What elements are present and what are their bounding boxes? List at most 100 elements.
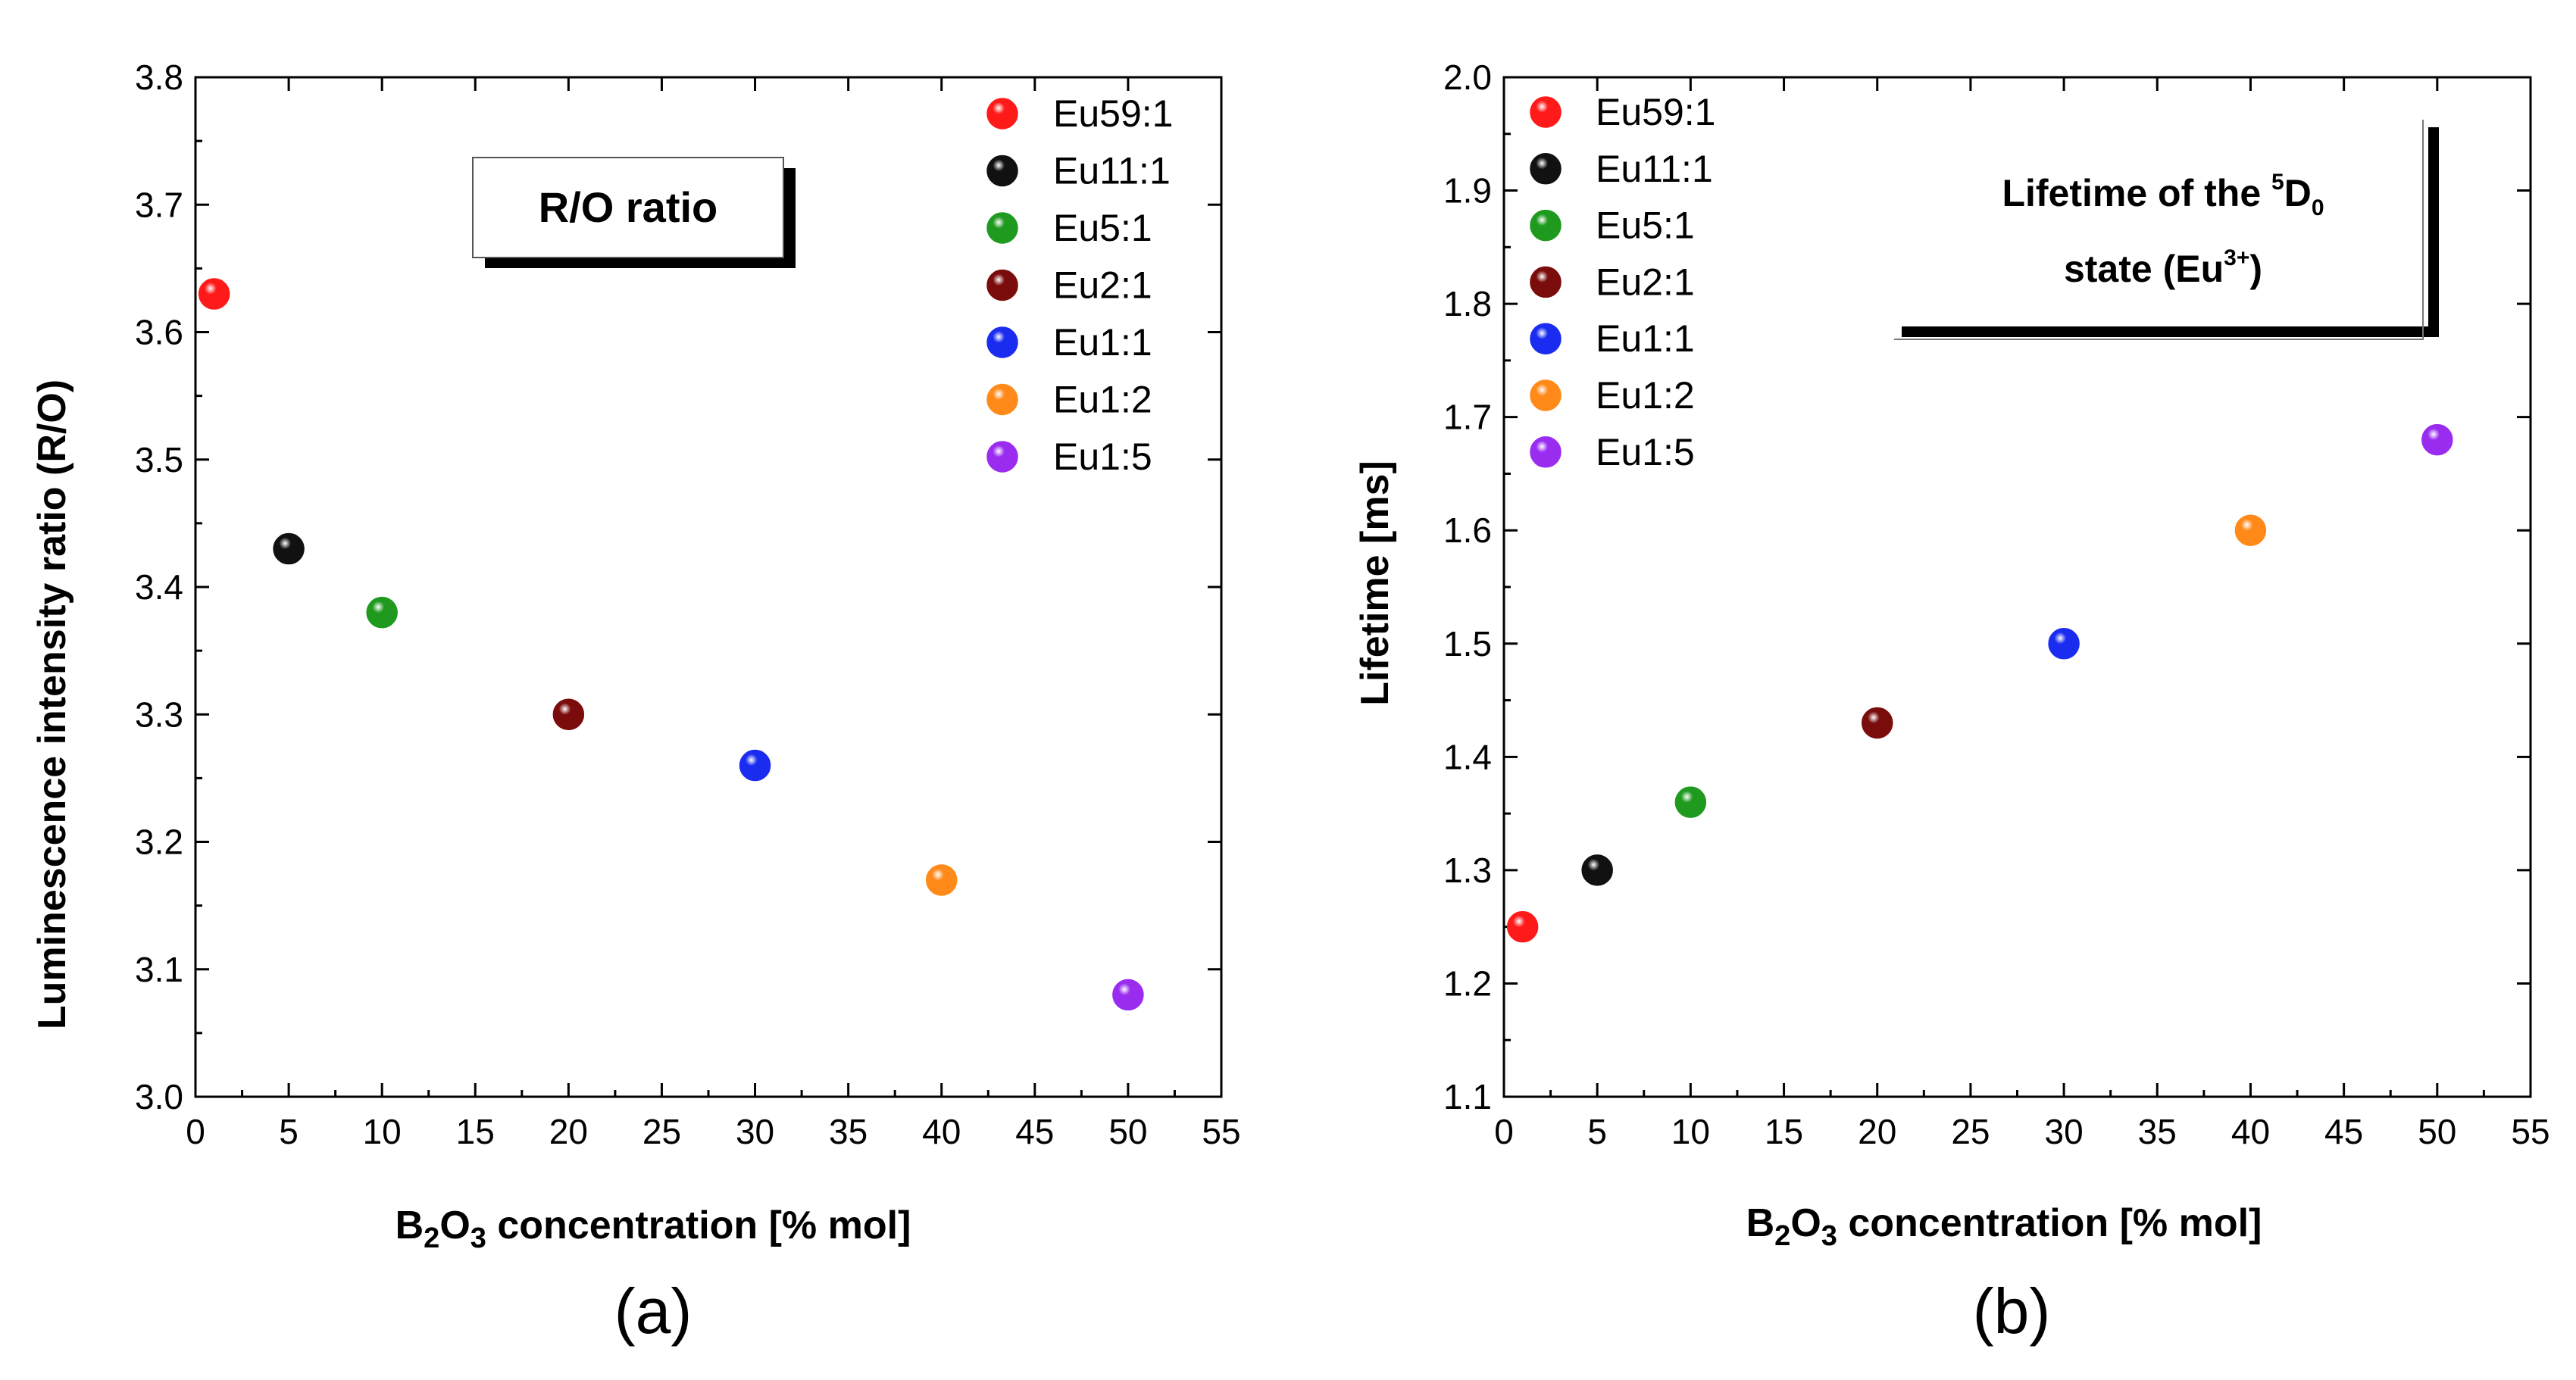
y-axis-title-b: Lifetime [ms] bbox=[1353, 461, 1397, 706]
legend-marker-b bbox=[1530, 96, 1562, 128]
legend-label-b: Eu1:2 bbox=[1596, 374, 1695, 417]
annotation-box-a: R/O ratio bbox=[472, 157, 796, 268]
chart-panel-b: 0 5 10 15 20 25 30 35 40 45 50 55 1.1 1.2 1.3 1.4 1.5 1.6… bbox=[1353, 58, 2550, 1347]
y-tick-label-a: 3.7 bbox=[135, 185, 183, 224]
legend-label-b: Eu1:1 bbox=[1596, 317, 1695, 360]
legend-label-b: Eu11:1 bbox=[1596, 148, 1713, 190]
legend-marker-a bbox=[986, 212, 1018, 244]
x-tick-label-b: 30 bbox=[2045, 1112, 2084, 1151]
legend-label-b: Eu5:1 bbox=[1596, 205, 1695, 247]
data-point-a-eu59-1 bbox=[198, 278, 230, 310]
y-tick-label-b: 2.0 bbox=[1443, 58, 1492, 97]
x-tick-label-b: 45 bbox=[2324, 1112, 2363, 1151]
x-tick-label-a: 20 bbox=[549, 1112, 588, 1151]
y-tick-label-a: 3.8 bbox=[135, 58, 183, 97]
panel-label-b: (b) bbox=[1973, 1275, 2051, 1347]
x-tick-label-b: 10 bbox=[1671, 1112, 1710, 1151]
legend-label-a: Eu1:5 bbox=[1053, 436, 1152, 478]
y-tick-label-b: 1.1 bbox=[1443, 1077, 1492, 1116]
data-point-b-eu59-1 bbox=[1506, 910, 1539, 943]
data-point-a-eu11-1 bbox=[273, 532, 305, 565]
y-tick-label-a: 3.5 bbox=[135, 440, 183, 479]
y-tick-label-b: 1.4 bbox=[1443, 737, 1492, 776]
y-tick-label-b: 1.7 bbox=[1443, 398, 1492, 437]
y-tick-label-b: 1.9 bbox=[1443, 171, 1492, 211]
x-tick-label-a: 40 bbox=[922, 1112, 961, 1151]
legend-marker-a bbox=[986, 383, 1018, 416]
plot-area-a: 0 5 10 15 20 25 30 35 40 45 50 55 3.0 3.1 3.2 3.3 3.4 3.5… bbox=[135, 58, 1241, 1151]
data-point-a-eu5-1 bbox=[366, 596, 398, 629]
x-tick-label-b: 20 bbox=[1858, 1112, 1896, 1151]
annotation-frame-b bbox=[1894, 120, 2424, 340]
legend-label-b: Eu59:1 bbox=[1596, 91, 1715, 133]
x-axis-title-b: B2O3 concentration [% mol] bbox=[1746, 1201, 2262, 1252]
x-tick-label-a: 15 bbox=[456, 1112, 495, 1151]
y-tick-label-a: 3.4 bbox=[135, 567, 183, 607]
legend-label-a: Eu2:1 bbox=[1053, 264, 1152, 307]
legend-label-a: Eu1:2 bbox=[1053, 379, 1152, 421]
legend-label-b: Eu1:5 bbox=[1596, 431, 1695, 473]
legend-marker-b bbox=[1530, 436, 1562, 468]
x-tick-label-a: 35 bbox=[829, 1112, 868, 1151]
x-tick-label-b: 5 bbox=[1587, 1112, 1607, 1151]
x-tick-label-b: 55 bbox=[2511, 1112, 2549, 1151]
x-tick-label-a: 5 bbox=[279, 1112, 299, 1151]
x-tick-label-a: 50 bbox=[1108, 1112, 1147, 1151]
x-tick-label-a: 0 bbox=[186, 1112, 205, 1151]
panel-label-a: (a) bbox=[614, 1275, 692, 1347]
legend-label-a: Eu1:1 bbox=[1053, 321, 1152, 364]
x-tick-label-b: 25 bbox=[1951, 1112, 1990, 1151]
y-tick-label-a: 3.1 bbox=[135, 950, 183, 989]
legend-marker-a bbox=[986, 326, 1018, 358]
legend-marker-a bbox=[986, 441, 1018, 473]
legend-marker-b bbox=[1530, 379, 1562, 411]
legend-marker-a bbox=[986, 269, 1018, 301]
data-point-b-eu2-1 bbox=[1861, 707, 1893, 739]
legend-marker-b bbox=[1530, 266, 1562, 298]
data-point-a-eu1-5 bbox=[1112, 979, 1144, 1011]
x-tick-label-a: 25 bbox=[642, 1112, 681, 1151]
legend-marker-a bbox=[986, 98, 1018, 130]
data-point-a-eu2-1 bbox=[552, 698, 585, 730]
data-point-b-eu11-1 bbox=[1581, 854, 1613, 886]
y-tick-label-b: 1.2 bbox=[1443, 963, 1492, 1003]
y-tick-label-b: 1.6 bbox=[1443, 510, 1492, 550]
legend-label-a: Eu11:1 bbox=[1053, 150, 1171, 192]
legend-label-b: Eu2:1 bbox=[1596, 261, 1695, 303]
legend-marker-b bbox=[1530, 209, 1562, 242]
x-tick-label-a: 10 bbox=[363, 1112, 402, 1151]
data-point-b-eu1-1 bbox=[2048, 628, 2080, 660]
annotation-box-b: Lifetime of the 5D0 state (Eu3+) bbox=[1894, 120, 2439, 340]
plot-area-b: 0 5 10 15 20 25 30 35 40 45 50 55 1.1 1.2 1.3 1.4 1.5 1.6… bbox=[1443, 58, 2550, 1151]
legend-label-a: Eu59:1 bbox=[1053, 92, 1173, 135]
x-axis-title-a: B2O3 concentration [% mol] bbox=[395, 1204, 911, 1254]
legend-marker-b bbox=[1530, 153, 1562, 185]
x-tick-label-a: 30 bbox=[736, 1112, 774, 1151]
x-tick-label-b: 15 bbox=[1765, 1112, 1803, 1151]
y-tick-label-a: 3.6 bbox=[135, 313, 183, 352]
data-point-a-eu1-2 bbox=[925, 864, 958, 896]
x-tick-label-a: 45 bbox=[1015, 1112, 1054, 1151]
y-tick-label-b: 1.3 bbox=[1443, 851, 1492, 890]
x-tick-label-b: 40 bbox=[2231, 1112, 2270, 1151]
annotation-line1-b: Lifetime of the 5D0 bbox=[2002, 170, 2324, 220]
y-tick-label-b: 1.8 bbox=[1443, 284, 1492, 323]
annotation-frame-a bbox=[472, 157, 784, 258]
y-tick-label-b: 1.5 bbox=[1443, 624, 1492, 663]
legend-marker-b bbox=[1530, 323, 1562, 354]
legend-marker-a bbox=[986, 155, 1018, 187]
data-point-b-eu5-1 bbox=[1674, 786, 1707, 818]
annotation-text-a: R/O ratio bbox=[539, 183, 717, 231]
y-axis-title-a: Luminescence intensity ratio (R/O) bbox=[30, 379, 74, 1029]
data-point-b-eu1-2 bbox=[2234, 514, 2267, 546]
chart-panel-a: 0 5 10 15 20 25 30 35 40 45 50 55 3.0 3.1 3.2 3.3 3.4 3.5… bbox=[30, 58, 1241, 1347]
data-point-b-eu1-5 bbox=[2421, 423, 2453, 456]
x-tick-label-b: 0 bbox=[1494, 1112, 1514, 1151]
y-tick-label-a: 3.0 bbox=[135, 1077, 183, 1116]
x-tick-label-b: 35 bbox=[2138, 1112, 2177, 1151]
legend-label-a: Eu5:1 bbox=[1053, 207, 1152, 249]
data-point-a-eu1-1 bbox=[739, 749, 771, 782]
y-tick-label-a: 3.3 bbox=[135, 695, 183, 734]
